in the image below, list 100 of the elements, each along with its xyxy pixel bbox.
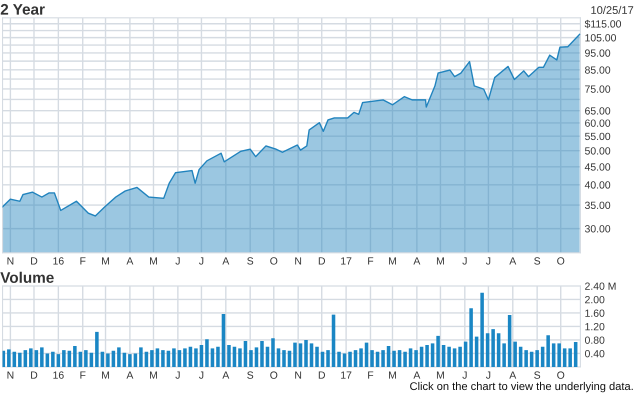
- x-tick-label: D: [318, 372, 325, 379]
- bar: [568, 348, 572, 367]
- x-tick-label: J: [462, 372, 467, 379]
- bar: [78, 352, 82, 367]
- bar: [562, 348, 566, 367]
- y-tick-label: 65.00: [585, 107, 610, 115]
- bar: [442, 345, 446, 367]
- bar: [354, 350, 358, 367]
- bar: [464, 342, 468, 367]
- bar: [452, 348, 456, 367]
- bar: [408, 348, 412, 367]
- bar: [425, 345, 429, 367]
- bar: [392, 350, 396, 367]
- chart-title: Volume: [0, 272, 54, 283]
- x-tick-label: S: [534, 257, 540, 265]
- bar: [359, 348, 363, 367]
- x-tick-label: N: [7, 372, 14, 379]
- x-tick-label: M: [436, 257, 444, 265]
- x-tick-label: F: [80, 257, 86, 265]
- bar: [491, 329, 495, 367]
- bar: [90, 352, 94, 367]
- chart-title: 2 Year: [0, 4, 45, 15]
- x-tick-label: J: [199, 257, 204, 265]
- x-tick-label: M: [102, 257, 110, 265]
- bar: [117, 347, 121, 367]
- bar: [414, 350, 418, 367]
- bar: [29, 348, 33, 367]
- y-tick-label: 75.00: [585, 85, 610, 93]
- bar: [166, 350, 170, 367]
- bar: [332, 314, 336, 367]
- bar: [249, 350, 253, 367]
- bar: [144, 352, 148, 367]
- bar: [381, 350, 385, 367]
- bar: [244, 340, 248, 367]
- x-tick-label: M: [102, 372, 110, 379]
- x-tick-label: M: [150, 372, 157, 379]
- x-tick-label: M: [389, 257, 396, 265]
- x-tick-label: A: [126, 372, 134, 379]
- bar: [106, 353, 110, 367]
- bar: [51, 352, 55, 367]
- bar: [12, 352, 16, 367]
- bar: [210, 348, 214, 367]
- x-tick-label: J: [462, 257, 467, 265]
- x-tick-label: D: [318, 257, 325, 265]
- x-tick-label: J: [175, 372, 180, 379]
- y-tick-label: 60.00: [585, 119, 610, 127]
- x-tick-label: J: [175, 257, 180, 265]
- bar: [122, 352, 126, 367]
- bar: [398, 350, 402, 367]
- x-tick-label: A: [413, 372, 420, 379]
- x-tick-label: F: [80, 372, 86, 379]
- y-tick-label: 40.00: [584, 181, 610, 189]
- y-tick-label: 1.20: [585, 322, 604, 330]
- bar: [364, 342, 368, 367]
- bar: [7, 349, 11, 367]
- x-tick-label: A: [413, 257, 420, 265]
- bar: [480, 292, 484, 367]
- x-tick-label: J: [199, 372, 204, 379]
- bar: [496, 333, 500, 367]
- bar: [139, 347, 143, 367]
- bar: [68, 350, 72, 367]
- bar: [436, 336, 440, 367]
- y-tick-label: 2.00: [585, 296, 604, 304]
- bar: [238, 348, 242, 367]
- bar: [178, 350, 182, 367]
- y-tick-label: 85.00: [585, 66, 610, 74]
- bar: [24, 350, 28, 367]
- bar: [205, 339, 209, 367]
- bar: [161, 350, 165, 367]
- bar: [254, 347, 258, 367]
- x-tick-label: J: [486, 372, 490, 379]
- y-tick-label: 30.00: [584, 225, 610, 232]
- x-tick-label: D: [31, 372, 38, 379]
- x-tick-label: S: [247, 257, 254, 265]
- bar: [40, 347, 44, 367]
- y-tick-label: $115.00: [584, 20, 622, 28]
- x-tick-label: 17: [341, 372, 352, 379]
- x-tick-label: 16: [53, 371, 64, 379]
- bar: [46, 353, 50, 367]
- x-tick-label: M: [150, 257, 157, 265]
- bar: [172, 348, 176, 367]
- x-tick-label: F: [368, 257, 374, 265]
- x-tick-label: N: [7, 257, 14, 265]
- x-tick-label: A: [126, 257, 134, 265]
- y-tick-label: 1.60: [585, 309, 604, 317]
- bar: [112, 350, 116, 367]
- bar: [447, 346, 451, 367]
- bar: [403, 352, 407, 367]
- bar: [530, 352, 534, 367]
- x-tick-label: F: [368, 372, 374, 379]
- x-tick-label: 16: [53, 257, 64, 265]
- bar: [100, 352, 104, 367]
- bar: [227, 345, 231, 367]
- bar: [56, 354, 60, 367]
- x-tick-label: O: [557, 371, 564, 379]
- x-tick-label: O: [270, 257, 278, 265]
- x-tick-label: O: [270, 371, 278, 379]
- bar: [183, 348, 187, 367]
- bar: [150, 350, 154, 367]
- bar: [469, 308, 473, 367]
